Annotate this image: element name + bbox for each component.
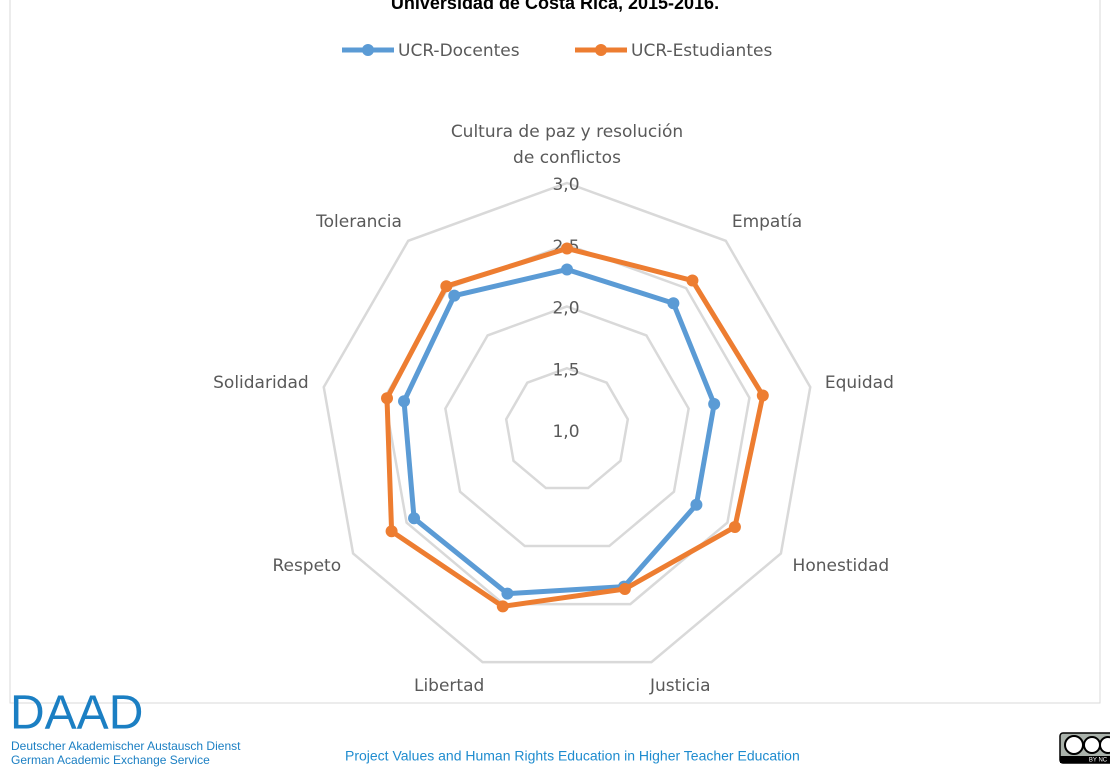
category-label: Empatía bbox=[731, 211, 803, 232]
category-label: Tolerancia bbox=[316, 211, 402, 232]
series-marker bbox=[667, 297, 680, 310]
series-marker bbox=[448, 289, 461, 302]
legend-label: UCR-Docentes bbox=[398, 41, 520, 61]
series-marker bbox=[561, 242, 573, 255]
series-marker bbox=[561, 263, 573, 276]
series-line bbox=[384, 245, 766, 609]
series-marker bbox=[686, 274, 699, 287]
category-label: Solidaridad bbox=[213, 372, 309, 393]
series-marker bbox=[618, 582, 631, 595]
category-label: Honestidad bbox=[792, 556, 890, 576]
grid-ring bbox=[322, 181, 812, 664]
legend-marker bbox=[362, 44, 374, 56]
logo: DAAD bbox=[10, 687, 143, 740]
series-marker bbox=[385, 525, 398, 538]
series-marker bbox=[690, 498, 703, 511]
category-label: Justicia bbox=[650, 675, 711, 696]
series-marker bbox=[398, 395, 411, 408]
series-marker bbox=[496, 600, 509, 613]
series-marker bbox=[440, 280, 453, 293]
org-en: German Academic Exchange Service bbox=[11, 753, 210, 767]
r-tick-label: 3,0 bbox=[552, 175, 579, 195]
r-tick-label: 1,0 bbox=[552, 422, 579, 442]
chart-title: Universidad de Costa Rica, 2015-2016. bbox=[391, 0, 719, 13]
grid-ring bbox=[504, 366, 630, 490]
series-marker bbox=[756, 389, 769, 402]
legend-marker bbox=[595, 44, 607, 56]
series-marker bbox=[408, 512, 421, 525]
org-de: Deutscher Akademischer Austausch Dienst bbox=[11, 739, 241, 753]
category-label: Cultura de paz y resolución de conflicto… bbox=[450, 122, 684, 168]
license-badge: BY NC bbox=[1059, 732, 1110, 764]
category-label: Libertad bbox=[413, 675, 485, 696]
grid-ring bbox=[444, 305, 690, 548]
series-marker bbox=[501, 587, 514, 600]
category-label: Equidad bbox=[824, 372, 894, 393]
category-label: Respeto bbox=[272, 556, 342, 576]
series-line bbox=[401, 266, 717, 597]
legend-label: UCR-Estudiantes bbox=[631, 41, 772, 61]
chart-frame bbox=[9, 0, 1101, 704]
series-marker bbox=[708, 398, 721, 411]
license-text: BY NC bbox=[1089, 758, 1108, 764]
project-text: Project Values and Human Rights Educatio… bbox=[345, 748, 800, 764]
r-tick-label: 1,5 bbox=[552, 360, 579, 380]
r-tick-label: 2,0 bbox=[552, 299, 579, 319]
series-marker bbox=[380, 392, 393, 405]
series-marker bbox=[728, 520, 741, 533]
